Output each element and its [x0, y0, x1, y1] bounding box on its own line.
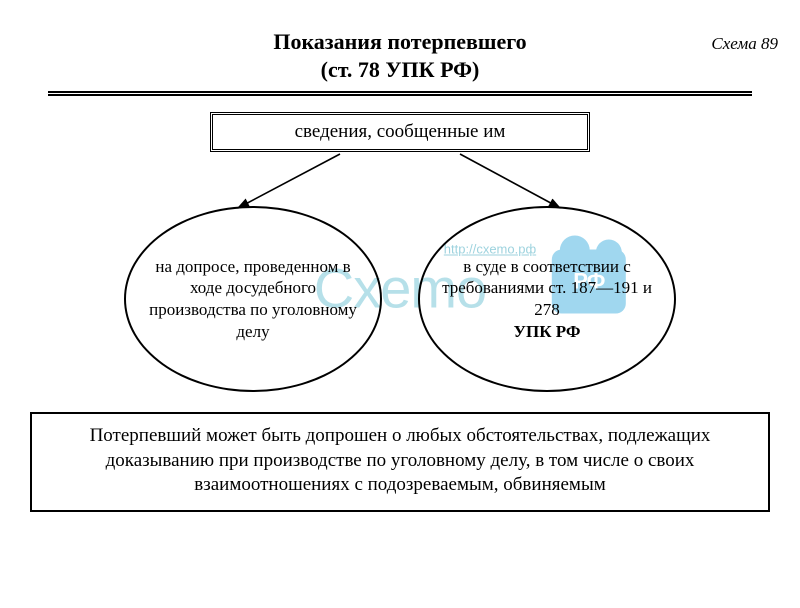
source-info-box: сведения, сообщенные им [210, 112, 590, 152]
ellipse-row: Cxemo http://cxemo.рф РФ на допросе, про… [0, 206, 800, 392]
ellipse-right-text: в суде в соответствии с требованиями ст.… [442, 256, 652, 343]
diagram-title: Показания потерпевшего (ст. 78 УПК РФ) [0, 28, 800, 83]
scheme-number-label: Схема 89 [711, 34, 778, 54]
explanation-box: Потерпевший может быть допрошен о любых … [30, 412, 770, 512]
ellipse-left-interrogation: на допросе, проведенном в ходе досудебно… [124, 206, 382, 392]
ellipse-right-part1: в суде в соответствии с требованиями ст.… [442, 257, 652, 320]
ellipse-left-text: на допросе, проведенном в ходе досудебно… [148, 256, 358, 343]
title-underline [48, 91, 752, 96]
title-line-1: Показания потерпевшего [0, 28, 800, 56]
ellipse-right-part2: УПК РФ [514, 322, 581, 341]
title-line-2: (ст. 78 УПК РФ) [0, 56, 800, 84]
connector-arrows [0, 152, 800, 212]
ellipse-right-court: в суде в соответствии с требованиями ст.… [418, 206, 676, 392]
